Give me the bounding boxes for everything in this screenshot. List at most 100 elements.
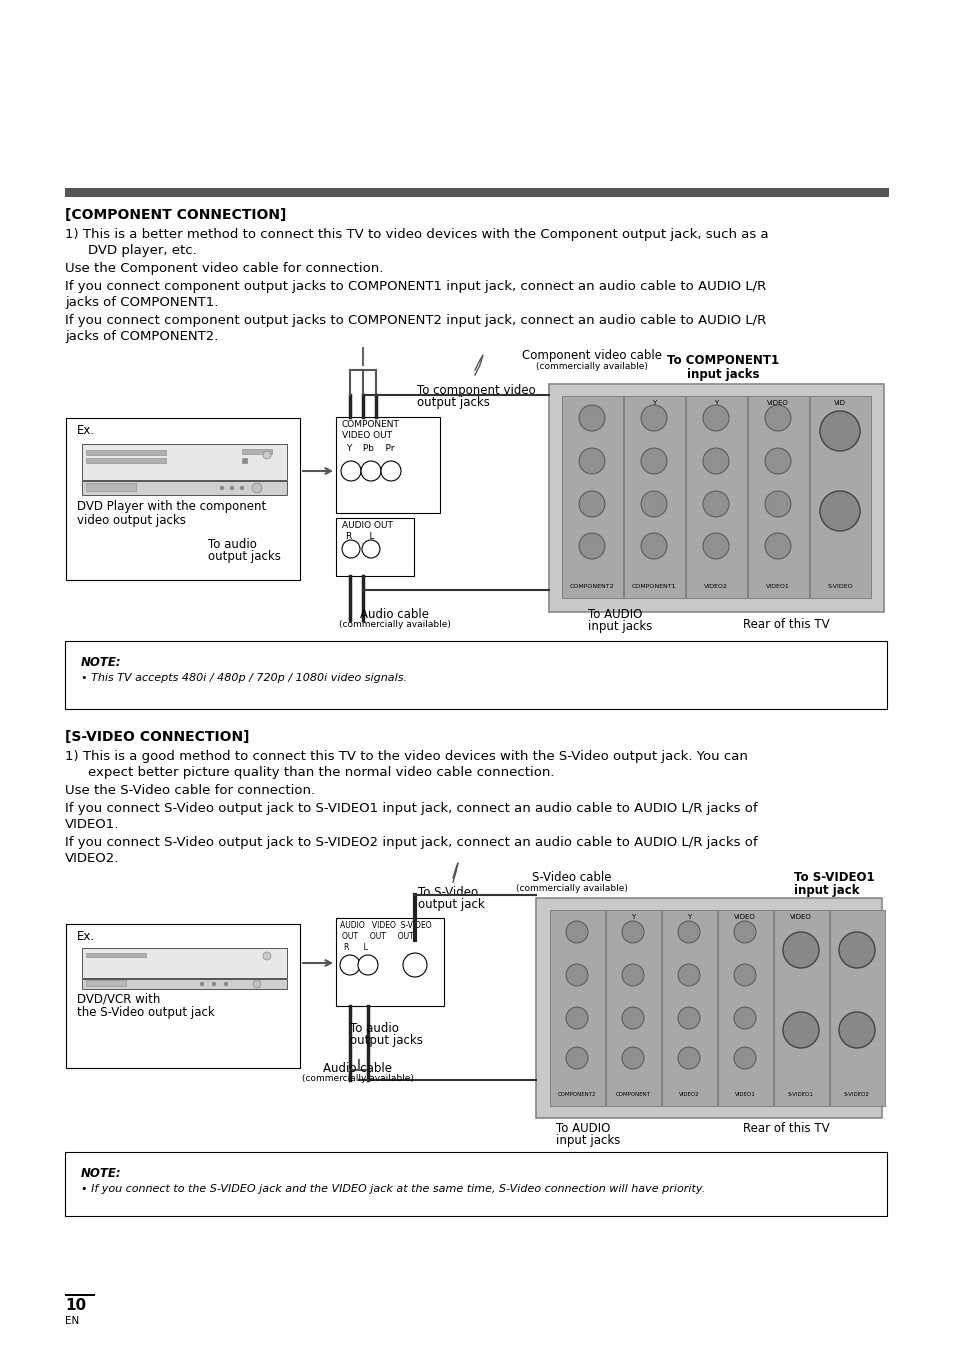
Circle shape — [702, 534, 728, 559]
Text: input jacks: input jacks — [556, 1133, 619, 1147]
Circle shape — [820, 411, 859, 451]
Text: VIDEO OUT: VIDEO OUT — [341, 431, 392, 440]
Bar — [86, 450, 166, 455]
Text: COMPONENT: COMPONENT — [615, 1092, 650, 1097]
Circle shape — [702, 490, 728, 517]
Text: DVD player, etc.: DVD player, etc. — [88, 245, 196, 257]
Circle shape — [702, 449, 728, 474]
Bar — [335, 917, 443, 1006]
Text: COMPONENT: COMPONENT — [341, 420, 399, 430]
Circle shape — [340, 461, 360, 481]
Circle shape — [621, 965, 643, 986]
Text: Y: Y — [686, 915, 690, 920]
Text: COMPONENT1: COMPONENT1 — [631, 584, 676, 589]
Bar — [829, 911, 884, 1106]
Circle shape — [339, 955, 359, 975]
Text: Component video cable: Component video cable — [521, 349, 661, 362]
Bar — [82, 481, 287, 494]
Bar — [242, 449, 272, 454]
Circle shape — [733, 1006, 755, 1029]
Circle shape — [764, 490, 790, 517]
Text: R      L: R L — [344, 943, 368, 952]
Text: jacks of COMPONENT1.: jacks of COMPONENT1. — [65, 296, 218, 309]
Circle shape — [565, 965, 587, 986]
Text: output jacks: output jacks — [350, 1034, 422, 1047]
Bar — [242, 458, 247, 463]
Circle shape — [224, 982, 228, 986]
Text: jacks of COMPONENT2.: jacks of COMPONENT2. — [65, 330, 218, 343]
Text: input jacks: input jacks — [686, 367, 759, 381]
Circle shape — [640, 449, 666, 474]
Text: output jack: output jack — [417, 898, 484, 911]
Text: Use the S-Video cable for connection.: Use the S-Video cable for connection. — [65, 784, 314, 797]
Text: (commercially available): (commercially available) — [338, 620, 451, 630]
Text: the S-Video output jack: the S-Video output jack — [77, 1006, 214, 1019]
Text: NOTE:: NOTE: — [81, 1167, 121, 1179]
Circle shape — [402, 952, 427, 977]
Bar — [661, 911, 717, 1106]
Text: VIDEO: VIDEO — [789, 915, 811, 920]
Bar — [86, 952, 146, 957]
Text: expect better picture quality than the normal video cable connection.: expect better picture quality than the n… — [88, 766, 554, 780]
Text: COMPONENT2: COMPONENT2 — [569, 584, 614, 589]
Circle shape — [253, 979, 261, 988]
Text: VIDEO: VIDEO — [734, 915, 755, 920]
Bar — [536, 898, 882, 1119]
Bar — [335, 517, 414, 576]
Text: DVD Player with the component: DVD Player with the component — [77, 500, 266, 513]
Text: 1) This is a better method to connect this TV to video devices with the Componen: 1) This is a better method to connect th… — [65, 228, 768, 240]
Circle shape — [341, 540, 359, 558]
Circle shape — [678, 965, 700, 986]
Text: If you connect component output jacks to COMPONENT1 input jack, connect an audio: If you connect component output jacks to… — [65, 280, 765, 293]
Circle shape — [212, 982, 215, 986]
Circle shape — [733, 921, 755, 943]
Circle shape — [565, 1047, 587, 1069]
Text: To AUDIO: To AUDIO — [556, 1121, 610, 1135]
Text: (commercially available): (commercially available) — [516, 884, 627, 893]
Text: VID: VID — [833, 400, 845, 407]
Text: VIDEO1.: VIDEO1. — [65, 817, 119, 831]
Circle shape — [678, 1047, 700, 1069]
Text: S-VIDEO2: S-VIDEO2 — [843, 1092, 869, 1097]
Text: If you connect S-Video output jack to S-VIDEO2 input jack, connect an audio cabl: If you connect S-Video output jack to S-… — [65, 836, 757, 848]
Text: [COMPONENT CONNECTION]: [COMPONENT CONNECTION] — [65, 208, 286, 222]
Circle shape — [782, 932, 818, 969]
Bar — [86, 458, 166, 463]
Text: To audio: To audio — [350, 1021, 398, 1035]
Circle shape — [357, 955, 377, 975]
Text: 10: 10 — [65, 1298, 86, 1313]
Bar — [82, 948, 287, 978]
Text: R      L: R L — [346, 532, 375, 540]
Text: NOTE:: NOTE: — [81, 657, 121, 669]
Bar — [335, 417, 439, 513]
Circle shape — [240, 486, 244, 490]
Bar — [66, 924, 299, 1069]
Circle shape — [764, 449, 790, 474]
Text: Rear of this TV: Rear of this TV — [742, 617, 829, 631]
Text: Y: Y — [713, 400, 718, 407]
Text: Use the Component video cable for connection.: Use the Component video cable for connec… — [65, 262, 383, 276]
Text: To audio: To audio — [208, 538, 256, 551]
Bar — [66, 417, 299, 580]
Bar — [82, 444, 287, 480]
Bar — [65, 1152, 886, 1216]
Circle shape — [820, 490, 859, 531]
Text: If you connect component output jacks to COMPONENT2 input jack, connect an audio: If you connect component output jacks to… — [65, 313, 765, 327]
Text: Ex.: Ex. — [77, 424, 95, 436]
Circle shape — [578, 405, 604, 431]
Circle shape — [360, 461, 380, 481]
Text: output jacks: output jacks — [416, 396, 489, 409]
Text: If you connect S-Video output jack to S-VIDEO1 input jack, connect an audio cabl: If you connect S-Video output jack to S-… — [65, 802, 757, 815]
Bar — [65, 188, 888, 197]
Text: (commercially available): (commercially available) — [536, 362, 647, 372]
Text: Y: Y — [630, 915, 635, 920]
Text: • If you connect to the S-VIDEO jack and the VIDEO jack at the same time, S-Vide: • If you connect to the S-VIDEO jack and… — [81, 1183, 704, 1194]
Text: Y    Pb    Pr: Y Pb Pr — [346, 444, 395, 453]
Text: input jacks: input jacks — [587, 620, 652, 634]
Circle shape — [200, 982, 204, 986]
Bar — [809, 396, 870, 598]
Text: S-Video cable: S-Video cable — [532, 871, 611, 884]
Circle shape — [578, 490, 604, 517]
Circle shape — [838, 1012, 874, 1048]
Bar — [561, 396, 622, 598]
